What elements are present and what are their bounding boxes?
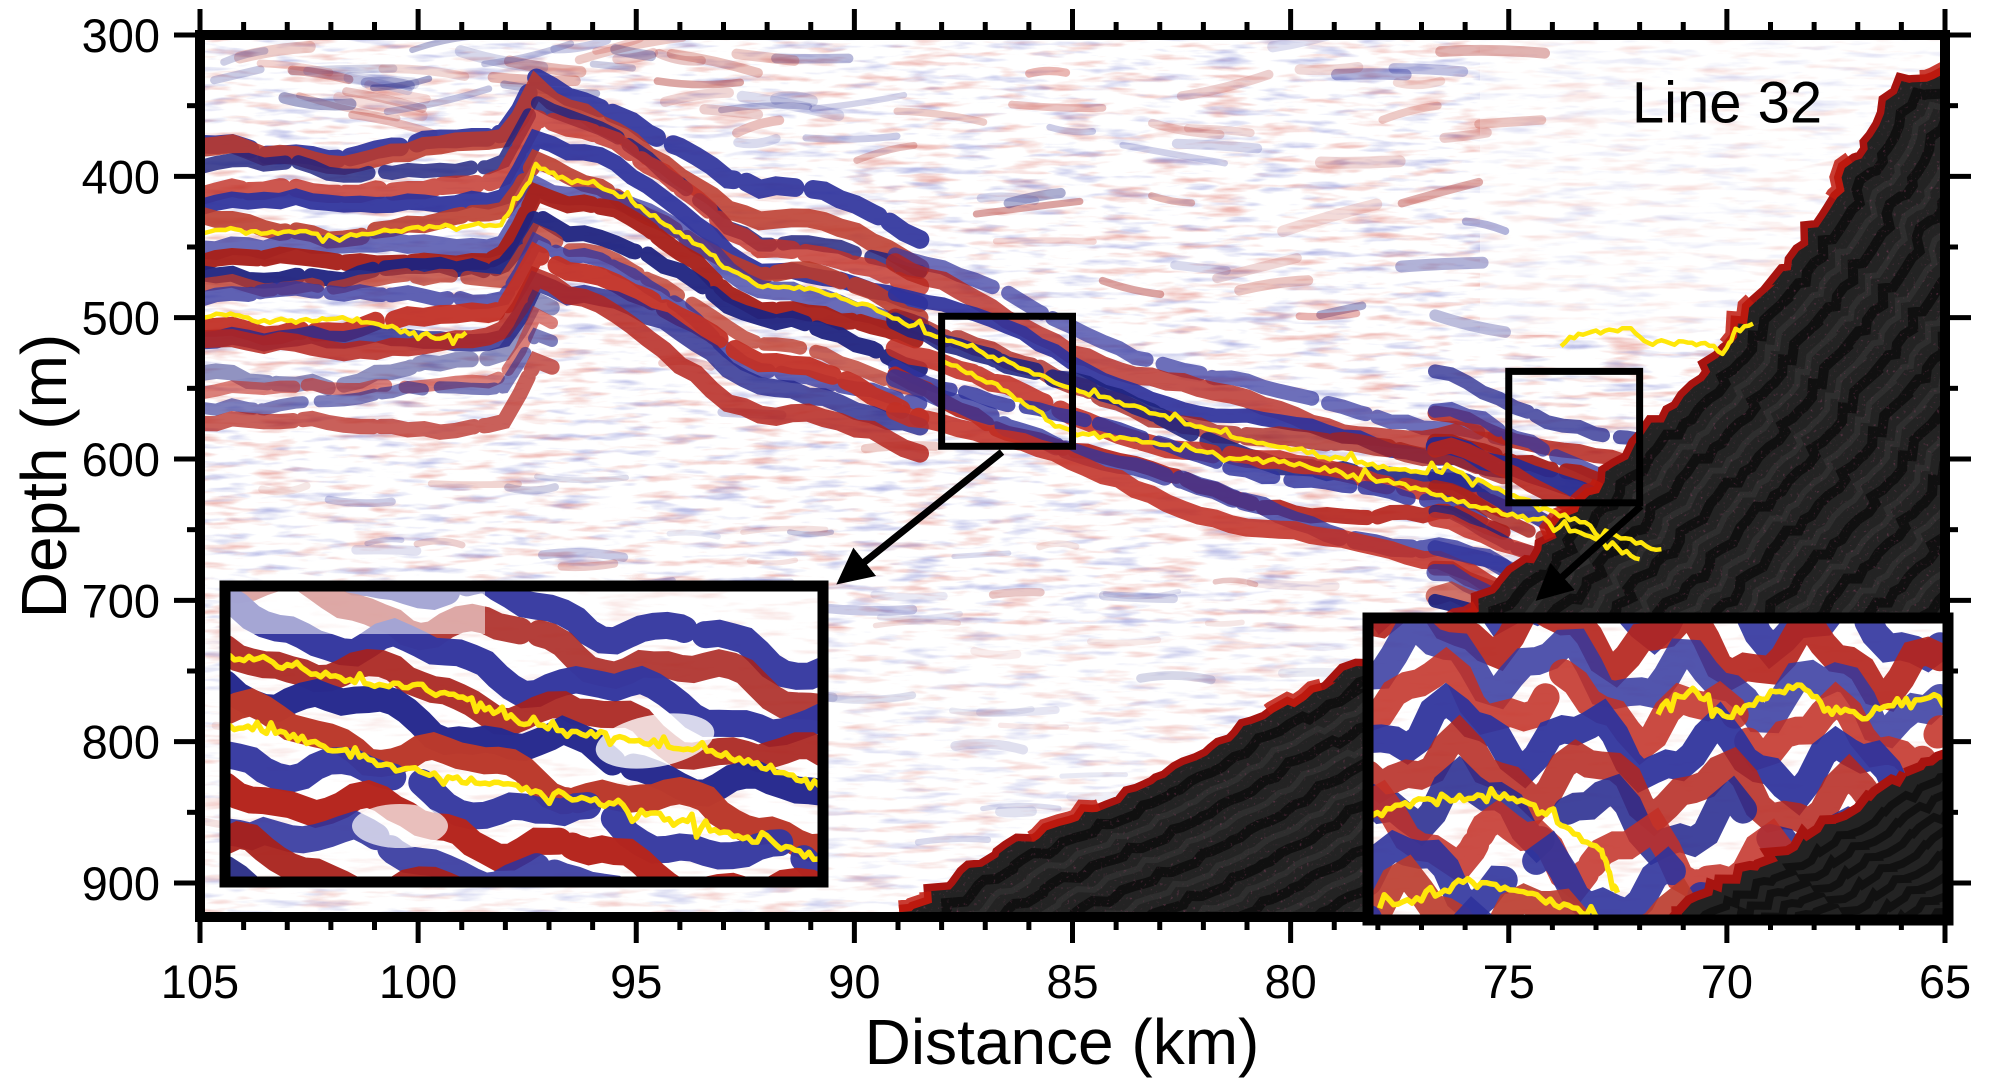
x-tick-label: 105 [161, 955, 239, 1008]
reflector-package-mid [885, 247, 1513, 601]
inset-east-horizon-bottom [1376, 875, 1602, 920]
y-tick-label: 500 [82, 292, 160, 345]
reflector-package-west [200, 64, 930, 463]
x-tick-label: 75 [1483, 955, 1535, 1008]
y-tick-label: 700 [82, 574, 160, 627]
arrow-to-west-inset [836, 449, 1005, 585]
inset-east [1362, 612, 1954, 926]
arrow-to-east-inset [1535, 503, 1644, 601]
horizon-main-lower [940, 358, 1641, 562]
inset-east-horizon-middle [1368, 785, 1621, 894]
x-tick-label: 100 [379, 955, 457, 1008]
picked-horizons [200, 161, 1754, 562]
y-tick-label: 900 [82, 857, 160, 910]
y-axis-title: Depth (m) [8, 333, 80, 619]
y-tick-label: 600 [82, 433, 160, 486]
inset-west-horizon-upper [225, 652, 823, 791]
x-axis-title: Distance (km) [864, 1006, 1260, 1078]
x-tick-label: 70 [1701, 955, 1753, 1008]
zoom-box-east [1505, 367, 1644, 507]
inset-east-horizon-upper [1655, 682, 1948, 722]
horizon-east-upper [1559, 321, 1754, 357]
inset-west-horizon-lower [225, 719, 823, 865]
horizon-west-lower [200, 311, 468, 347]
inset-arrows [836, 449, 1644, 601]
reflector-package-west-deep [200, 289, 560, 440]
x-tick-label: 90 [828, 955, 880, 1008]
x-tick-label: 85 [1046, 955, 1098, 1008]
inset-west-border [219, 580, 829, 888]
y-tick-label: 800 [82, 716, 160, 769]
y-tick-label: 300 [82, 9, 160, 62]
horizon-main-upper [200, 161, 1662, 553]
x-tick-label: 80 [1264, 955, 1316, 1008]
inset-west [219, 580, 829, 888]
inset-east-border [1362, 612, 1954, 926]
line-title: Line 32 [1631, 70, 1823, 136]
y-tick-label: 400 [82, 150, 160, 203]
x-tick-label: 65 [1919, 955, 1971, 1008]
axes: 105 100 95 90 85 80 75 70 65 300 400 500 600 700 800 90… [82, 9, 1971, 1008]
zoom-boxes [938, 312, 1644, 507]
zoom-box-west [938, 312, 1076, 450]
x-tick-label: 95 [610, 955, 662, 1008]
section-image [200, 35, 1945, 917]
